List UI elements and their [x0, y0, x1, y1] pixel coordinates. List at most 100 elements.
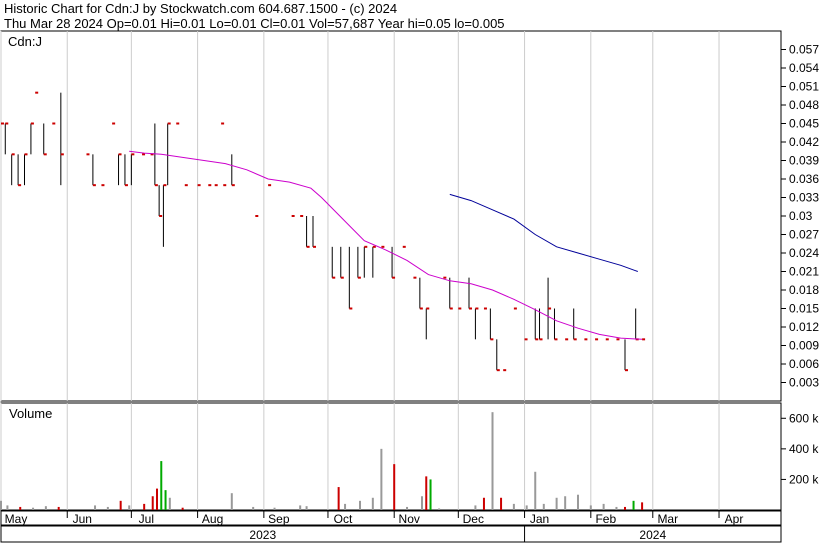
volume-y-tick-label: 200 k [789, 472, 819, 486]
short-moving-average-line [129, 150, 643, 340]
price-bar [425, 307, 430, 340]
price-panel: Cdn:J 0.057 0.054 0.051 0.048 0.045 0.042 0.03… [0, 30, 819, 402]
price-y-tick-label: 0.018 [789, 283, 819, 297]
volume-bar [160, 461, 163, 510]
volume-bar [181, 507, 184, 510]
price-bar [30, 122, 34, 155]
price-y-tick-label: 0.054 [789, 61, 819, 75]
price-bar [130, 153, 135, 186]
price-y-tick-label: 0.024 [789, 246, 819, 260]
time-axis: May Jun Jul Aug Sep Oct Nov Dec Jan Feb Mar Apr 202… [0, 510, 782, 543]
volume-bar [371, 497, 374, 510]
price-bar [92, 154, 96, 187]
price-bar [167, 122, 171, 186]
price-bar [162, 184, 167, 247]
volume-bar [542, 503, 545, 510]
month-ticks: May Jun Jul Aug Sep Oct Nov Dec Jan Feb Mar Apr [0, 511, 744, 526]
month-tick-label: Apr [725, 512, 744, 526]
volume-bar [534, 471, 537, 510]
volume-bar [512, 503, 515, 510]
volume-y-axis: 600 k 400 k 200 k [781, 411, 819, 486]
price-y-tick-label: 0.03 [789, 209, 813, 223]
price-y-tick-label: 0.003 [789, 376, 819, 390]
volume-bar [576, 494, 579, 510]
volume-bar [555, 497, 558, 510]
price-bar [158, 185, 163, 217]
volume-panel-frame [0, 402, 782, 511]
volume-bar [641, 502, 644, 510]
price-bar [496, 339, 500, 372]
volume-bar [491, 412, 494, 510]
volume-bar [564, 496, 567, 510]
month-tick-label: Nov [399, 512, 420, 526]
month-tick-label: May [5, 512, 28, 526]
volume-bar [474, 505, 477, 510]
price-bar [468, 277, 472, 310]
volume-bar [252, 506, 255, 510]
price-bar [340, 246, 344, 279]
volume-bar [156, 488, 158, 510]
price-bar [231, 154, 235, 187]
volume-bar [406, 506, 409, 510]
month-tick-label: Dec [463, 512, 484, 526]
price-gridlines [0, 31, 720, 401]
volume-bar [380, 448, 383, 510]
volume-bar [425, 476, 428, 510]
month-tick-label: Oct [334, 512, 353, 526]
price-bar [331, 246, 336, 279]
volume-bar [94, 505, 97, 510]
volume-panel: Volume 600 k 400 k 200 k [0, 402, 819, 511]
price-bars [1, 91, 646, 372]
volume-bar [168, 497, 171, 510]
price-bar [534, 308, 539, 341]
price-bar [124, 154, 128, 187]
volume-bar [273, 507, 276, 510]
volume-bar [106, 506, 109, 510]
price-y-tick-label: 0.027 [789, 228, 819, 242]
volume-bar [624, 506, 626, 510]
volume-bar [632, 500, 635, 510]
volume-bar [429, 479, 432, 510]
volume-y-tick-label: 600 k [789, 411, 819, 425]
volume-bar [19, 506, 22, 510]
volume-bar [128, 505, 131, 510]
price-bar [489, 308, 494, 341]
price-bar [24, 153, 28, 186]
price-y-tick-label: 0.039 [789, 154, 819, 168]
price-bar [60, 92, 64, 186]
long-moving-average-line [449, 193, 638, 272]
month-tick-label: Mar [657, 512, 678, 526]
volume-bar [6, 505, 9, 510]
price-bar [17, 154, 22, 187]
price-y-tick-label: 0.045 [789, 117, 819, 131]
price-bar [419, 277, 423, 310]
price-bar [306, 216, 310, 248]
month-tick-label: Feb [595, 512, 616, 526]
price-y-tick-label: 0.048 [789, 98, 819, 112]
volume-bar [525, 505, 528, 510]
volume-bar [482, 497, 485, 510]
price-panel-label: Cdn:J [8, 34, 42, 49]
volume-bar [32, 507, 35, 510]
volume-bar [164, 490, 167, 510]
price-y-tick-label: 0.057 [789, 43, 819, 57]
volume-bar [57, 506, 60, 510]
price-y-tick-label: 0.021 [789, 265, 819, 279]
price-bar [118, 153, 122, 186]
price-y-tick-label: 0.009 [789, 339, 819, 353]
volume-bar [230, 493, 233, 510]
volume-y-tick-label: 400 k [789, 442, 819, 456]
price-y-tick-label: 0.012 [789, 320, 819, 334]
price-bar [573, 308, 577, 341]
volume-bar [500, 497, 503, 510]
chart-header-line2: Thu Mar 28 2024 Op=0.01 Hi=0.01 Lo=0.01 … [4, 16, 505, 31]
price-y-tick-label: 0.033 [789, 191, 819, 205]
price-y-tick-label: 0.051 [789, 80, 819, 94]
price-bar [348, 246, 353, 310]
price-y-tick-label: 0.015 [789, 302, 819, 316]
volume-bar [119, 500, 122, 510]
volume-bar [143, 503, 146, 510]
price-bar [363, 245, 368, 278]
month-tick-label: Sep [268, 512, 290, 526]
